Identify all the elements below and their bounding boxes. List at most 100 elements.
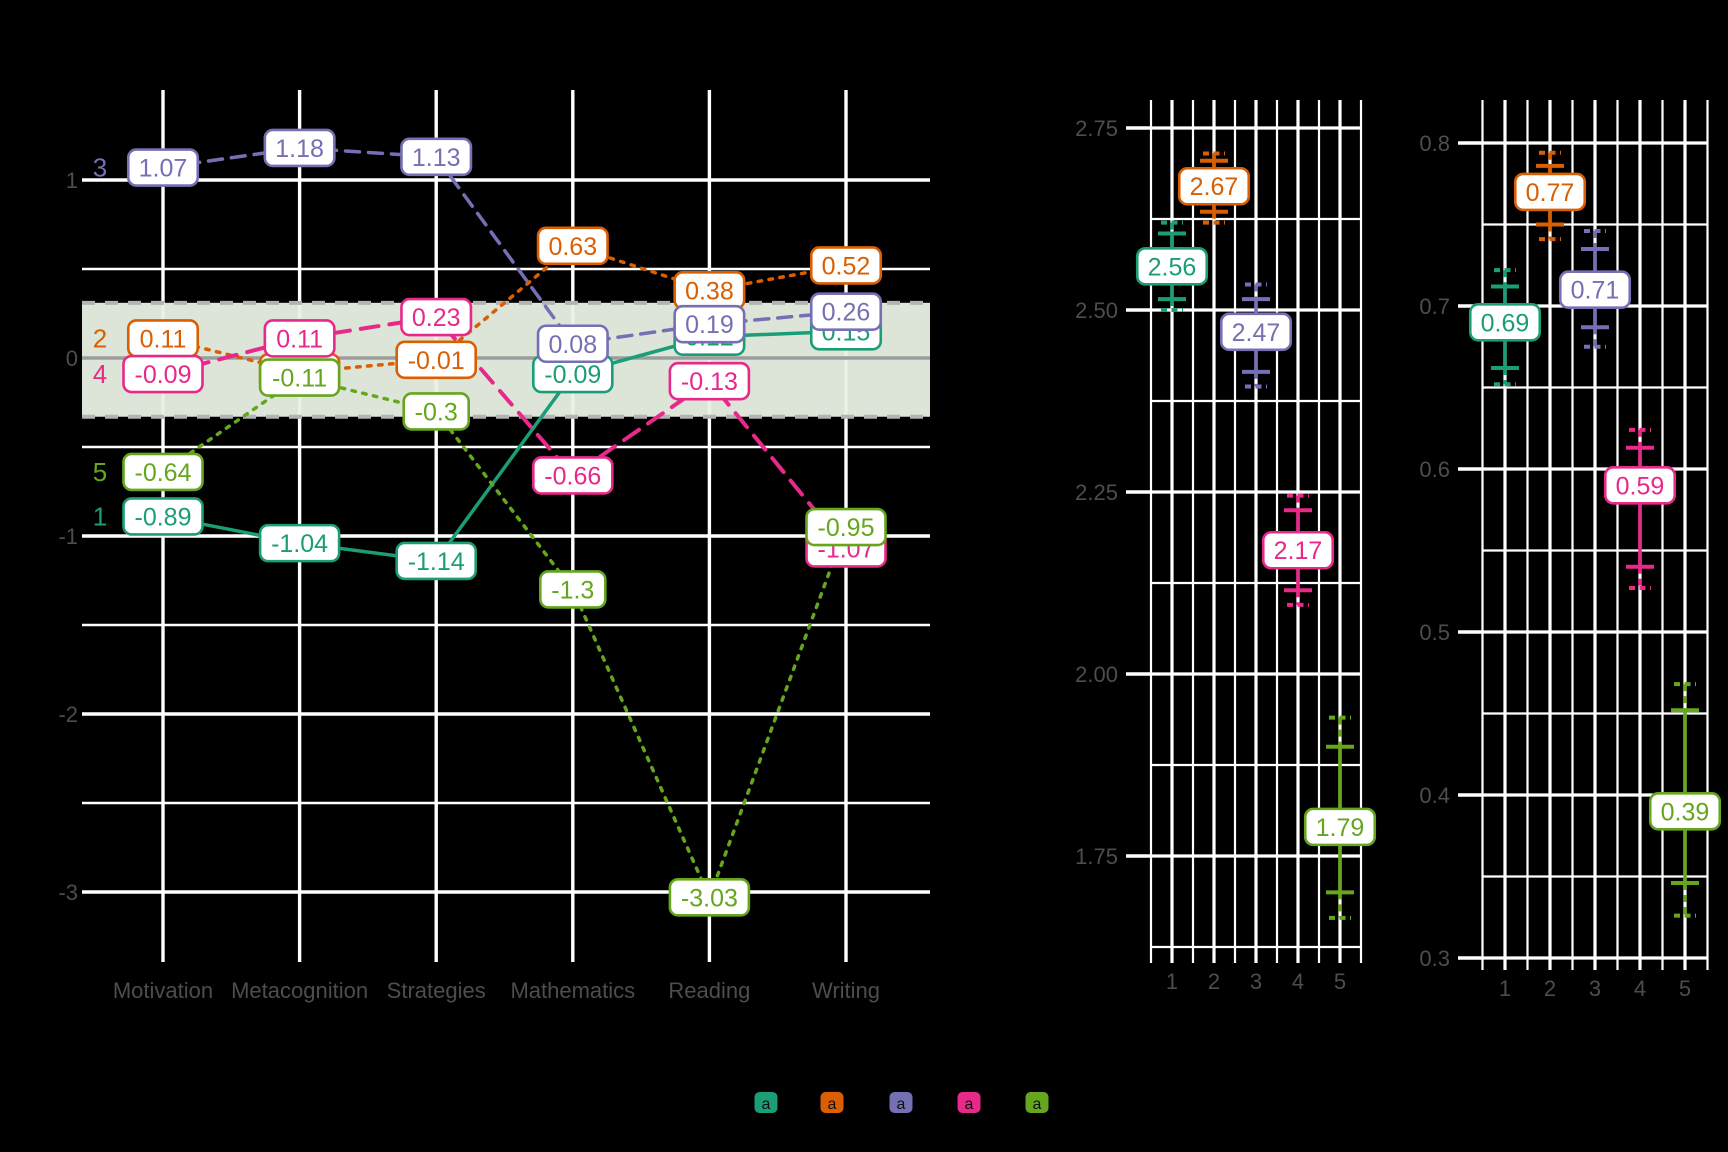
y-tick-label: 0 (66, 346, 78, 371)
value-label-text: -3.03 (681, 884, 738, 912)
value-label-text: 0.71 (1571, 277, 1620, 305)
value-label-text: 0.19 (685, 311, 734, 339)
value-label-text: 0.52 (822, 252, 871, 280)
error-bar (1626, 427, 1654, 590)
value-label-box (258, 523, 341, 563)
value-label-box (805, 507, 887, 547)
value-label-box (809, 292, 883, 332)
value-label-text: -0.01 (408, 347, 465, 375)
legend-key-glyph: a (897, 1096, 906, 1113)
value-label-text: -0.3 (415, 398, 458, 426)
value-label-text: 0.38 (685, 277, 734, 305)
profile-plot-panel: -0.89-1.04-1.14-0.090.120.150.11-0.08-0.… (58, 90, 930, 1003)
y-tick-label: 2.25 (1075, 480, 1118, 505)
x-tick-label: 1 (1166, 969, 1178, 994)
value-label-box (1558, 270, 1632, 310)
x-tick-label: 5 (1679, 976, 1691, 1001)
legend-key-glyph: a (965, 1096, 974, 1113)
value-label-box (809, 246, 883, 285)
legend-key-swatch (957, 1092, 981, 1113)
error-bar (1581, 229, 1609, 349)
value-label-box (1648, 791, 1722, 831)
value-label-text: 2.47 (1232, 319, 1281, 347)
value-label-text: 0.23 (412, 304, 461, 332)
value-labels: -0.89-1.04-1.14-0.090.120.150.11-0.08-0.… (122, 128, 887, 917)
value-label-box (263, 319, 336, 358)
value-label-box (1303, 807, 1377, 847)
legend-key-swatch (1025, 1092, 1049, 1113)
value-label-box (402, 392, 471, 431)
category-label: Metacognition (231, 978, 368, 1003)
value-label-box (531, 456, 614, 495)
value-label-text: 2.67 (1190, 173, 1239, 201)
value-label-box (1135, 247, 1209, 286)
profile-numeral: 1 (93, 501, 107, 531)
profile-numeral: 3 (93, 153, 107, 183)
y-tick-label: 0.3 (1419, 946, 1450, 971)
legend-key-glyph: a (1033, 1096, 1042, 1113)
legend-key-2: a (820, 1092, 844, 1113)
category-label: Strategies (387, 978, 486, 1003)
x-tick-label: 4 (1634, 976, 1646, 1001)
series-line-2 (161, 243, 848, 375)
category-label: Motivation (113, 978, 213, 1003)
x-tick-label: 3 (1250, 969, 1262, 994)
legend-key-glyph: a (828, 1096, 837, 1113)
value-label-box (258, 358, 341, 397)
value-label-text: 0.11 (140, 325, 187, 353)
value-label-text: -0.09 (544, 361, 601, 389)
value-label-box (673, 304, 746, 344)
y-tick-label: 0.5 (1419, 620, 1450, 645)
profile-numeral: 4 (93, 359, 107, 389)
profile-numeral: 5 (93, 457, 107, 487)
value-label-text: 0.77 (1526, 179, 1575, 207)
legend-key-swatch (754, 1092, 778, 1113)
value-label-box (668, 361, 751, 401)
value-label-box (1219, 312, 1293, 352)
value-label-box (122, 497, 204, 536)
x-tick-label: 1 (1499, 976, 1511, 1001)
value-label-text: 1.18 (275, 135, 324, 163)
legend-key-5: a (1025, 1092, 1049, 1113)
value-label-text: 0.69 (1481, 309, 1530, 337)
value-label-text: -0.95 (818, 514, 875, 542)
value-label-box (263, 128, 336, 168)
profile-numeral: 2 (93, 323, 107, 353)
y-tick-label: 0.6 (1419, 457, 1450, 482)
error-bar (1158, 220, 1186, 312)
y-tick-label: 1 (66, 168, 78, 193)
value-label-box (1468, 302, 1542, 342)
value-label-box (1513, 172, 1587, 212)
y-tick-label: 2.00 (1075, 662, 1118, 687)
value-label-box (538, 570, 607, 609)
variance-errorbar-panel: 0.80.70.60.50.40.31 2 3 4 50.690.770.710.590… (1419, 100, 1722, 1001)
value-label-text: 1.07 (139, 155, 188, 183)
value-label-text: 0.39 (1661, 798, 1710, 826)
gridlines (82, 90, 930, 935)
value-label-text: 0.59 (1616, 472, 1665, 500)
value-label-text: 0.63 (548, 233, 597, 261)
x-tick-label: 2 (1544, 976, 1556, 1001)
value-label-box (1177, 166, 1251, 206)
value-label-box (536, 226, 609, 266)
value-label-box (536, 324, 609, 364)
means-errorbar-panel: 2.75 2.50 2.25 2.00 1.75 1 2 3 4 5 2.56 2.67 2.47 2.1… (1075, 100, 1377, 994)
x-tick-label: 4 (1292, 969, 1304, 994)
y-tick-label: 0.4 (1419, 783, 1450, 808)
value-label-text: -0.09 (135, 361, 192, 389)
value-labels: 2.56 2.67 2.47 2.17 1.79 (1135, 166, 1377, 847)
value-label-text: 0.08 (548, 331, 597, 359)
value-labels: 0.69 0.77 0.71 0.59 0.39 (1468, 172, 1722, 831)
value-label-text: -0.13 (681, 368, 738, 396)
value-label-text: 1.79 (1316, 814, 1365, 842)
legend-key-3: a (889, 1092, 913, 1113)
y-tick-label: 1.75 (1075, 844, 1118, 869)
value-label-box (122, 354, 204, 394)
series-line-5 (161, 375, 848, 902)
value-label-box (122, 452, 204, 492)
value-label-text: -0.11 (272, 365, 327, 393)
category-label: Mathematics (510, 978, 635, 1003)
x-tick-label: 5 (1334, 969, 1346, 994)
